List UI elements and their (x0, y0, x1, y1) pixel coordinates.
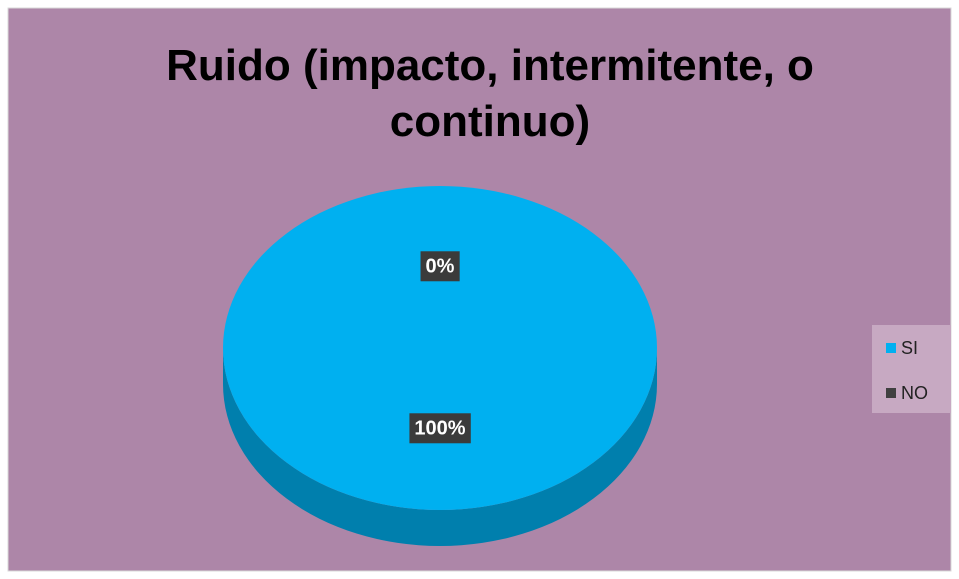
pie-side (223, 348, 657, 546)
legend-swatch (886, 343, 896, 353)
pie-slice (223, 186, 657, 510)
legend-swatch (886, 388, 896, 398)
legend-box (872, 325, 951, 413)
data-label: 100% (414, 417, 465, 439)
data-label-box (409, 413, 471, 444)
legend-label: NO (901, 383, 928, 403)
legend-label: SI (901, 338, 918, 358)
data-label-box (420, 251, 460, 282)
chart-title: Ruido (impacto, intermitente, o continuo… (166, 41, 814, 146)
data-label: 0% (426, 255, 455, 277)
